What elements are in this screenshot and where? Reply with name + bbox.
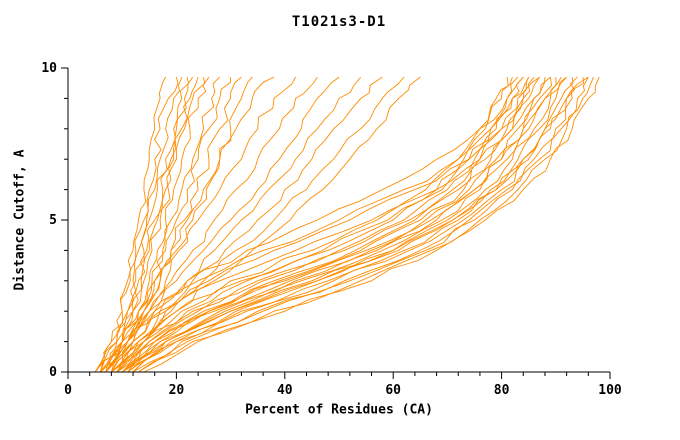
x-tick-label: 20	[169, 383, 185, 398]
x-tick-label: 100	[598, 383, 622, 398]
model-curve	[111, 76, 513, 373]
model-curve	[111, 76, 383, 373]
x-tick-label: 40	[277, 383, 293, 398]
model-curve	[127, 77, 557, 373]
model-curve	[105, 77, 232, 373]
model-curve	[105, 76, 194, 373]
y-tick-label: 10	[41, 61, 57, 76]
model-curve	[111, 76, 362, 373]
model-curve	[132, 77, 574, 373]
model-curve	[132, 77, 585, 373]
model-curve	[127, 76, 562, 373]
y-tick-label: 0	[49, 365, 57, 380]
model-curve	[121, 76, 535, 373]
model-curve	[116, 76, 405, 373]
model-curve	[100, 76, 524, 373]
model-curve	[116, 76, 519, 373]
model-curve	[111, 76, 253, 373]
model-curve	[105, 76, 540, 373]
model-curve	[105, 76, 530, 373]
model-curve	[116, 76, 421, 373]
model-curve	[100, 76, 183, 373]
x-axis-label: Percent of Residues (CA)	[245, 402, 433, 418]
y-tick-label: 5	[49, 213, 57, 228]
chart-title: T1021s3-D1	[291, 14, 387, 30]
model-curve	[94, 76, 166, 373]
x-tick-label: 0	[64, 383, 72, 398]
model-curve	[111, 76, 551, 373]
model-curve	[121, 76, 540, 373]
model-curve	[138, 76, 589, 373]
model-curve	[105, 76, 296, 373]
model-curve	[100, 76, 275, 373]
model-curve	[100, 76, 221, 373]
x-tick-label: 60	[385, 383, 401, 398]
model-curve	[116, 76, 567, 373]
model-curve	[143, 76, 600, 373]
model-curve	[116, 76, 530, 373]
model-curve	[94, 76, 179, 373]
model-curve	[121, 76, 589, 373]
model-curve	[116, 76, 524, 373]
model-curve	[105, 76, 242, 373]
model-curve	[105, 76, 318, 373]
model-curve	[132, 76, 578, 373]
y-axis-label: Distance Cutoff, A	[12, 149, 28, 291]
model-curve	[94, 77, 206, 373]
model-curve	[110, 76, 340, 373]
x-tick-label: 80	[494, 383, 510, 398]
model-curve	[121, 77, 552, 373]
